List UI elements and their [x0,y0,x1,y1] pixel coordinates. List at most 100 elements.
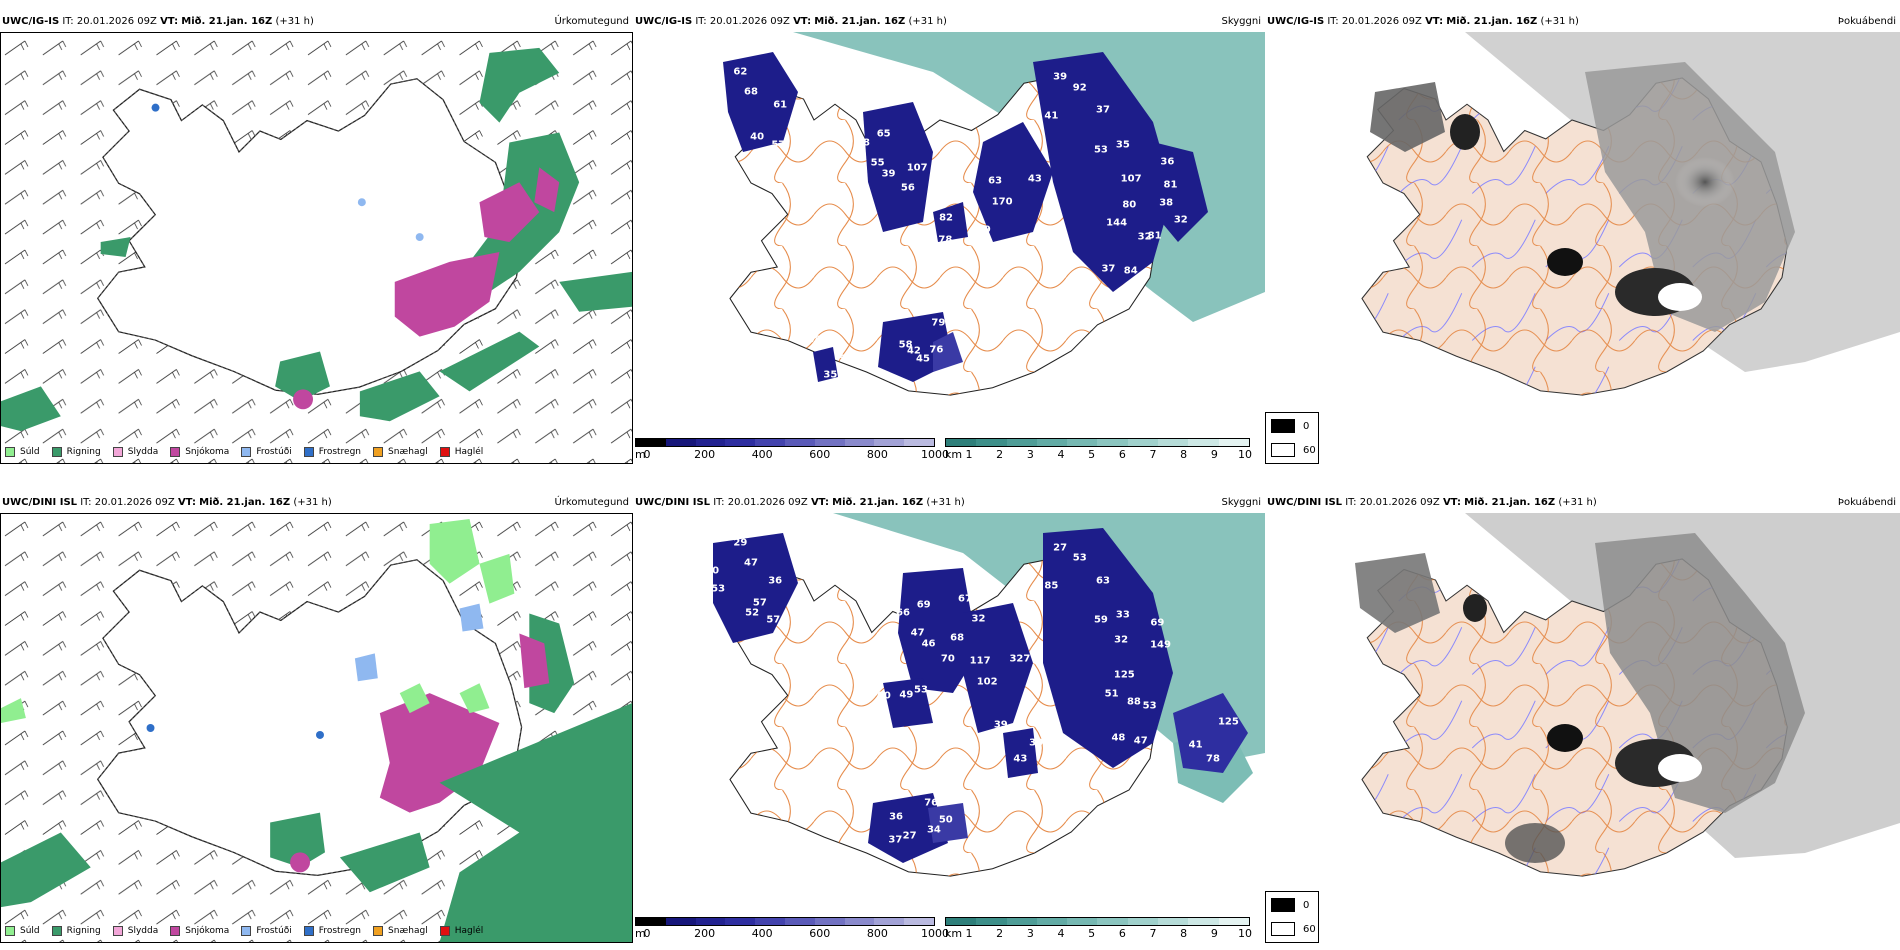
precip-type-panel-bottom: UWC/DINI ISL IT: 20.01.2026 09Z VT: Mið.… [0,495,633,943]
panel-title: Úrkomutegund [554,497,629,508]
panel-title: Skyggni [1221,497,1261,508]
visibility-value: 38 [1159,197,1174,209]
visibility-value: 49 [899,689,914,701]
visibility-value: 107 [906,162,928,174]
visibility-value: 52 [839,353,854,365]
colorbar-tick-label: 800 [866,448,888,461]
visibility-value: 63 [988,175,1003,187]
legend-label: Frostúði [256,447,292,457]
legend-label: Súld [20,926,40,936]
visibility-value: 37 [1096,104,1110,116]
it-value: 20.01.2026 09Z [94,497,175,508]
vt-value: Mið. 21.jan. 16Z [1464,497,1556,508]
legend-item-snæhagl: Snæhagl [373,447,428,457]
legend-item-rigning: Rigning [51,447,101,457]
visibility-ticks: 1 2 3 4 5 6 7 8 9 10 [966,927,1253,941]
visibility-value: 92 [1072,82,1087,94]
it-value: 20.01.2026 09Z [709,16,790,27]
colorbar-segment [1097,439,1128,446]
model-name: UWC/IG-IS [2,16,60,27]
colorbar-segment [784,918,815,925]
fog-map[interactable] [1265,513,1900,901]
visibility-value: 41 [1044,110,1059,122]
visibility-value: 47 [1133,735,1148,747]
colorbar-tick-label: 4 [1057,448,1065,461]
colorbar-tick-label: 0 [643,448,651,461]
it-label: IT: [1345,497,1357,508]
visibility-value: 82 [939,212,954,224]
legend-swatch [439,926,450,936]
visibility-value: 40 [750,131,765,143]
legend-swatch [439,447,450,457]
legend-label: Rigning [66,926,101,936]
precip-legend: Súld Rigning Slydda Snjókoma Frostúði Frostre… [5,447,483,457]
visibility-value: 85 [1044,580,1059,592]
legend-swatch [303,926,314,936]
colorbar-segment [976,918,1007,925]
visibility-value: 125 [1113,669,1135,681]
colorbar-tick-label: 2 [996,927,1004,940]
legend-swatch [112,926,123,936]
visibility-value: 76 [929,344,944,356]
visibility-value: 102 [976,676,998,688]
visibility-value: 69 [916,599,931,611]
colorbar-segment [874,439,905,446]
visibility-map[interactable]: 47 52 69 70 117 53 59 125 149 41 49 43 36 50 48 29 57 66 6… [633,513,1265,901]
visibility-value: 36 [768,575,783,587]
visibility-value: 125 [1217,716,1239,728]
legend-swatch [303,447,314,457]
colorbar-segment [844,918,875,925]
visibility-value: 58 [898,339,913,351]
colorbar-segment [1067,918,1098,925]
legend-label: Slydda [127,447,159,457]
colorbar-tick-label: 1000 [921,927,949,940]
ceiling-unit: m [635,448,646,461]
visibility-value: 81 [1163,179,1178,191]
visibility-value: 29 [733,537,748,549]
visibility-value: 34 [926,824,941,836]
legend-label: Frostregn [318,447,362,457]
visibility-value: 149 [1150,639,1171,651]
legend-label: Slydda [127,926,159,936]
colorbar-segment [1067,439,1098,446]
visibility-value: 107 [1120,173,1142,185]
ceiling-unit: m [635,927,646,940]
white-swatch [1271,443,1295,457]
visibility-value: 47 [920,383,935,394]
visibility-value: 53 [711,583,726,595]
vt-value: Mið. 21.jan. 16Z [814,16,906,27]
ceiling-ticks: 0 200 400 600 800 1000 [644,927,950,941]
visibility-value: 70 [940,653,955,665]
visibility-value: 62 [733,66,748,78]
visibility-value: 48 [1111,732,1126,744]
visibility-value: 88 [1126,696,1141,708]
it-value: 20.01.2026 09Z [76,16,157,27]
colorbar-segment [695,439,726,446]
visibility-value: 51 [1104,688,1119,700]
visibility-value: 68 [744,86,758,98]
visibility-value: 39 [993,719,1008,731]
legend-swatch [241,447,252,457]
visibility-value: 40 [705,565,720,577]
colorbar-segment [725,439,756,446]
colorbar-segment [1188,439,1219,446]
precip-map[interactable]: Súld Rigning Slydda Snjókoma Frostúði Frostre… [0,32,633,464]
legend-item-snjókoma: Snjókoma [170,926,229,936]
colorbar-segment [946,918,977,925]
precip-map[interactable]: Súld Rigning Slydda Snjókoma Frostúði Frostre… [0,513,633,943]
fog-map[interactable] [1265,32,1900,422]
visibility-value: 80 [1122,199,1137,211]
visibility-value: 67 [957,593,972,605]
it-label: IT: [80,497,92,508]
visibility-map[interactable]: 68 40 65 56 63 92 53 80 81 58 76 35 82 32 37 62 57 98 107 1… [633,32,1265,422]
colorbar-tick-label: 9 [1210,927,1218,940]
vt-label: VT: [1442,497,1461,508]
visibility-value: 53 [1093,144,1108,156]
legend-swatch [241,926,252,936]
visibility-value: 327 [1009,653,1031,665]
legend-label: Haglél [454,926,484,936]
lead-time: (+31 h) [926,497,965,508]
visibility-value: 98 [856,137,870,149]
vt-label: VT: [160,16,179,27]
colorbar-tick-label: 10 [1238,927,1252,940]
